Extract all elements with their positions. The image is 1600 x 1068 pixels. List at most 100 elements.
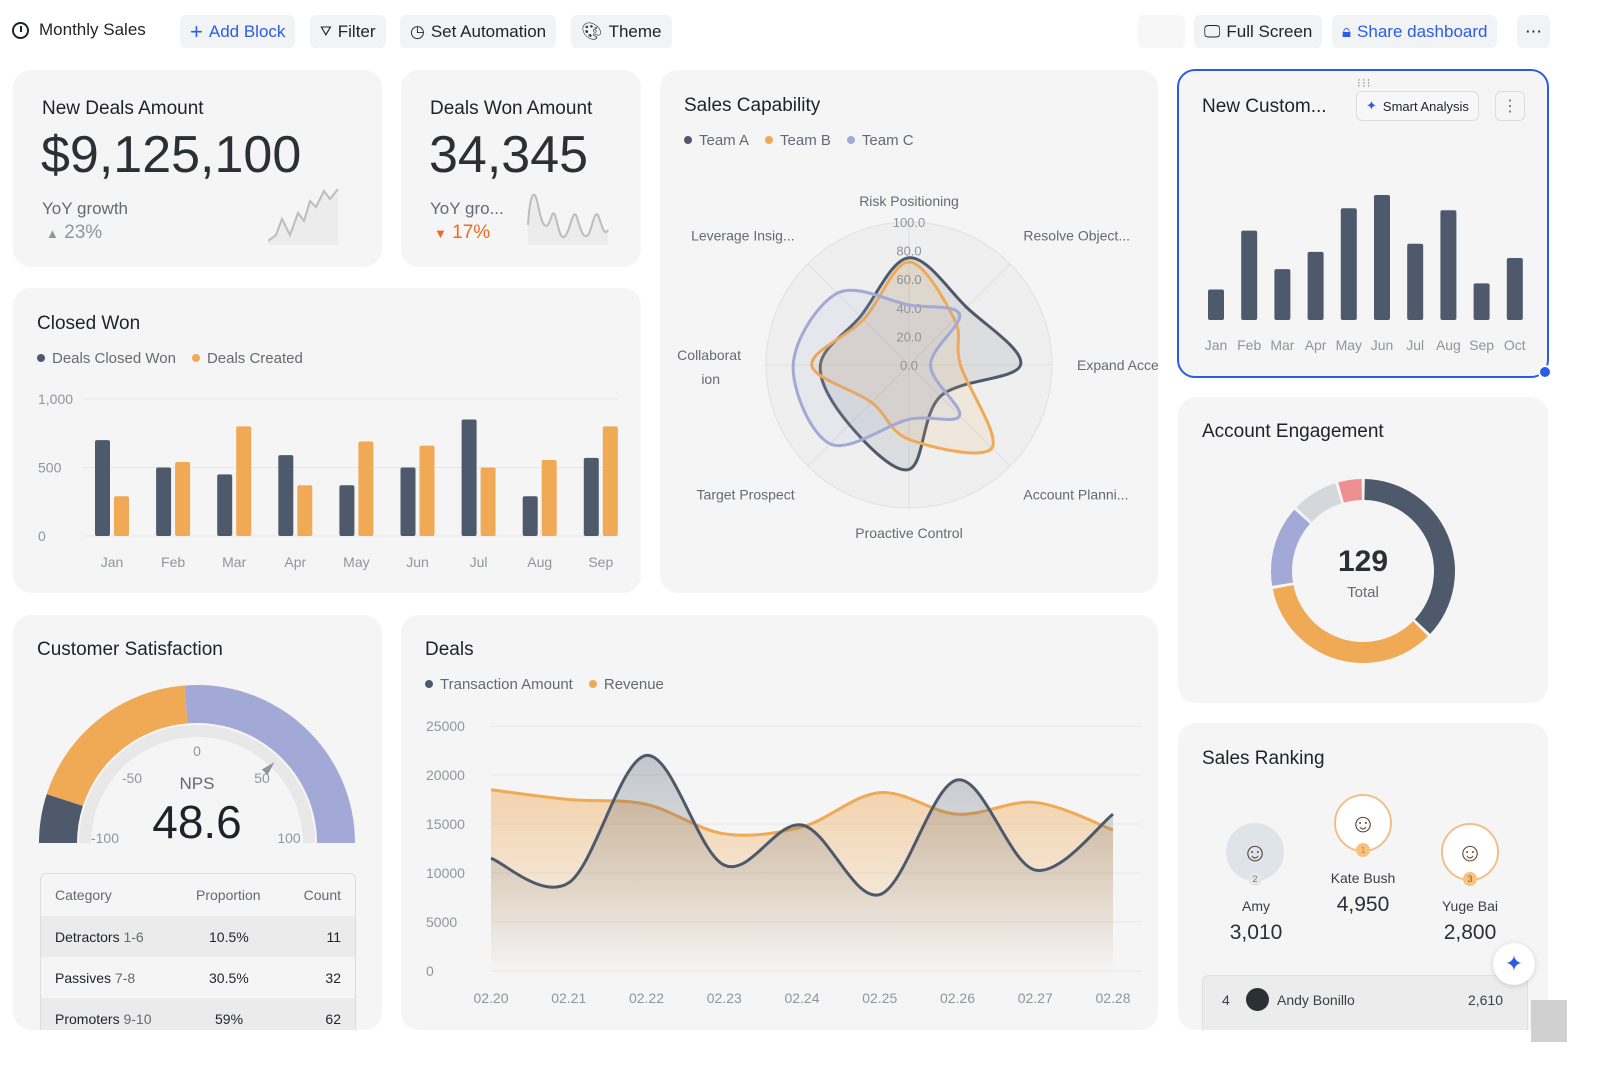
- scrollbar-thumb[interactable]: [1531, 1000, 1567, 1042]
- card-title: Customer Satisfaction: [37, 639, 223, 660]
- card-title: New Deals Amount: [42, 98, 204, 119]
- ranking-value: 2,610: [1467, 992, 1503, 1008]
- add-block-button[interactable]: + Add Block: [180, 15, 296, 48]
- bar: [1374, 195, 1390, 320]
- full-screen-button[interactable]: 🖵 Full Screen: [1194, 15, 1323, 48]
- up-arrow-icon: ▲: [46, 226, 59, 241]
- x-tick-label: 02.21: [551, 990, 586, 1006]
- more-icon: ⋯: [1525, 21, 1542, 41]
- deals-card: Deals Transaction Amount Revenue 0 5000 100…: [401, 615, 1158, 1030]
- legend: Deals Closed Won Deals Created: [37, 350, 303, 367]
- bar-closed-won: [461, 419, 477, 536]
- sales-capability-card: Sales Capability Team A Team B Team C Risk…: [660, 70, 1158, 593]
- new-customers-card[interactable]: ⁝⁝⁝ New Custom... ✦ Smart Analysis ⋮ Jan F…: [1177, 69, 1549, 378]
- theme-button[interactable]: 🎨︎ Theme: [571, 15, 672, 48]
- monitor-icon: 🖵: [1204, 21, 1221, 41]
- gauge-tick-label: 0: [193, 743, 201, 759]
- column-header: Category: [55, 886, 112, 903]
- share-dashboard-button[interactable]: 🔒︎ Share dashboard: [1332, 15, 1498, 48]
- closed-won-bar-chart: 0 500 1,000 Jan Feb Mar Apr May Jun Jul Aug Sep: [38, 391, 618, 570]
- legend-item[interactable]: Team A: [684, 132, 749, 149]
- closed-won-card: Closed Won Deals Closed Won Deals Created…: [13, 288, 641, 593]
- bar-created: [175, 462, 191, 536]
- account-engagement-card: Account Engagement 129 Total: [1178, 397, 1548, 703]
- radar-axis-label: Risk Positioning: [859, 193, 959, 209]
- avatar-yuge-bai[interactable]: ☺: [1441, 823, 1499, 881]
- legend-dot: [765, 136, 774, 145]
- x-tick-label: Mar: [1270, 337, 1294, 353]
- bar: [1506, 258, 1523, 320]
- legend-item[interactable]: Team C: [846, 132, 914, 149]
- x-tick-label: Aug: [1436, 337, 1461, 353]
- bar-created: [480, 467, 496, 536]
- x-tick-label: 02.20: [473, 990, 508, 1006]
- nps-value: 48.6: [152, 796, 242, 848]
- ranking-value: 2,800: [1443, 921, 1497, 944]
- card-title: Deals Won Amount: [430, 98, 593, 119]
- bar: [1241, 230, 1258, 320]
- legend-dot: [684, 136, 692, 145]
- legend-item[interactable]: Team B: [765, 132, 831, 149]
- donut-segment: [1272, 584, 1428, 663]
- gauge-tick-label: 100: [277, 830, 301, 846]
- card-title: New Custom...: [1202, 96, 1327, 117]
- full-screen-label: Full Screen: [1226, 21, 1313, 41]
- avatar-andy-bonillo: [1246, 988, 1269, 1011]
- table-row: Promoters 9-10 59% 62: [41, 998, 355, 1030]
- radar-tick-label: 60.0: [896, 272, 921, 287]
- ai-assistant-button[interactable]: ✦: [1493, 943, 1535, 985]
- share-label: Share dashboard: [1357, 21, 1488, 41]
- filter-button[interactable]: ⛛ Filter: [310, 15, 386, 48]
- x-tick-label: Apr: [284, 554, 306, 570]
- blank-button[interactable]: [1138, 15, 1185, 48]
- gauge-tick-label: -100: [91, 830, 119, 846]
- legend-dot: [425, 680, 433, 689]
- drag-handle-icon[interactable]: ⁝⁝⁝: [1357, 76, 1372, 90]
- gauge-tick-label: 50: [254, 770, 270, 786]
- rank-number: 4: [1222, 992, 1230, 1008]
- more-button[interactable]: ⋯: [1517, 15, 1550, 48]
- vertical-dots-icon: ⋮: [1502, 98, 1518, 115]
- legend-item[interactable]: Deals Closed Won: [37, 350, 176, 367]
- card-menu-button[interactable]: ⋮: [1495, 91, 1525, 121]
- nps-label: NPS: [179, 774, 215, 793]
- ranking-name: Andy Bonillo: [1277, 992, 1355, 1008]
- bar-created: [419, 445, 435, 536]
- gauge-pointer: [261, 762, 275, 775]
- bar-created: [541, 459, 557, 536]
- ranking-value: 3,010: [1229, 921, 1283, 944]
- set-automation-button[interactable]: ◷ Set Automation: [400, 15, 557, 48]
- bar: [1340, 208, 1357, 320]
- bar-closed-won: [339, 485, 355, 536]
- bar-created: [236, 426, 252, 536]
- x-tick-label: Feb: [1237, 337, 1261, 353]
- x-tick-label: Jan: [101, 554, 124, 570]
- radar-axis: [807, 364, 910, 467]
- avatar-amy[interactable]: ☺: [1226, 823, 1284, 881]
- legend-item[interactable]: Deals Created: [191, 350, 303, 367]
- ranking-list-item[interactable]: 4 Andy Bonillo 2,610: [1202, 975, 1528, 1030]
- x-tick-label: May: [343, 554, 369, 570]
- bar-closed-won: [217, 474, 233, 536]
- y-tick-label: 0: [38, 528, 46, 544]
- legend-item[interactable]: Revenue: [588, 676, 664, 693]
- bar: [1307, 251, 1324, 320]
- radar-axis-label: Expand Access: [1077, 357, 1158, 373]
- gauge-band: [39, 794, 83, 843]
- y-tick-label: 0: [426, 963, 434, 979]
- smart-analysis-button[interactable]: ✦ Smart Analysis: [1356, 91, 1479, 121]
- bar: [1208, 289, 1224, 320]
- x-tick-label: 02.26: [940, 990, 975, 1006]
- nps-gauge: -100 -50 0 50 100: [39, 685, 355, 846]
- x-tick-label: May: [1336, 337, 1362, 353]
- radar-axis-label: Target Prospect: [697, 486, 795, 502]
- automation-label: Set Automation: [430, 21, 547, 41]
- legend-dot: [191, 354, 200, 363]
- bar-created: [602, 426, 618, 536]
- sparkle-icon: ✦: [1504, 951, 1524, 976]
- plus-icon: +: [190, 18, 203, 44]
- line-transaction-amount: [490, 753, 1114, 897]
- rank-badge: 3: [1463, 872, 1477, 886]
- resize-handle[interactable]: [1538, 365, 1552, 379]
- legend-item[interactable]: Transaction Amount: [425, 676, 573, 693]
